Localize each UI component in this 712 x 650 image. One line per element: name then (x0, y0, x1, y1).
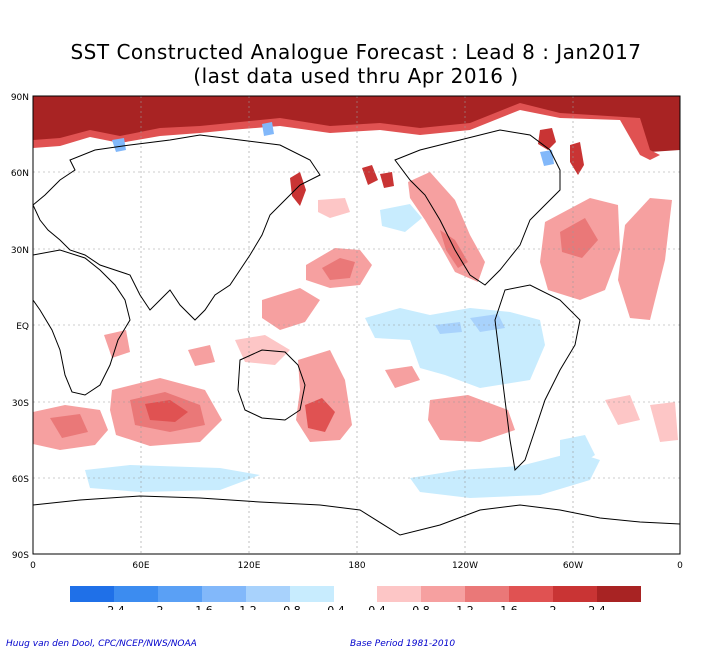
tropical-pacific-cool-core (435, 314, 505, 334)
lat-label: 90S (12, 551, 29, 561)
south-indian-warm-core (145, 400, 188, 422)
lat-label: 60N (11, 169, 29, 179)
colorbar-label: -0.4 (323, 604, 344, 610)
colorbar-swatch-positive (597, 586, 641, 602)
colorbar-label: 1.6 (500, 604, 518, 610)
colorbar-swatch-negative (246, 586, 290, 602)
australia-coast (237, 349, 306, 421)
colorbar-label: -2 (153, 604, 164, 610)
coastlines (33, 129, 680, 536)
lon-label: 60W (563, 561, 583, 571)
colorbar-label: 2 (550, 604, 557, 610)
colorbar-label: 2.4 (588, 604, 606, 610)
colorbar-swatch-negative (202, 586, 246, 602)
colorbar-swatch-negative (158, 586, 202, 602)
colorbar-swatch-positive (421, 586, 465, 602)
antarctica-coast (33, 495, 680, 536)
map-title: SST Constructed Analogue Forecast : Lead… (70, 40, 642, 64)
map-subtitle: (last data used thru Apr 2016 ) (193, 64, 519, 88)
lat-label: 90N (11, 93, 29, 103)
lon-label: 60E (132, 561, 149, 571)
colorbar-label: 0.8 (412, 604, 430, 610)
colorbar-swatch-negative (70, 586, 114, 602)
colorbar-label: -2.4 (103, 604, 124, 610)
lat-label: 30S (12, 399, 29, 409)
colorbar: -2.4 -2 -1.6 -1.2 -0.8 -0.4 0.4 0.8 1.2 1.6 2 2.4 (70, 586, 641, 610)
colorbar-label: 0.4 (368, 604, 386, 610)
colorbar-swatch-positive (553, 586, 597, 602)
se-pacific-warm-region (605, 395, 678, 442)
bering-warm-region (362, 165, 394, 188)
colorbar-swatch-negative (290, 586, 334, 602)
north-atlantic-warm-core (560, 218, 598, 258)
south-america-coast (494, 284, 581, 472)
south-pacific-warm-region (385, 366, 515, 442)
south-atlantic-cool-region (560, 435, 595, 468)
east-indian-warm-region (188, 345, 215, 366)
colorbar-swatch-positive (509, 586, 553, 602)
lat-label: EQ (16, 322, 29, 332)
north-pacific-warm-region (318, 198, 350, 218)
southern-ocean-cool-region (85, 465, 260, 492)
arctic-warm-edge (33, 103, 660, 160)
lat-label: 60S (12, 475, 29, 485)
colorbar-swatch-negative (114, 586, 158, 602)
tasman-warm-core (305, 398, 335, 432)
sst-anomaly-shading (33, 96, 680, 498)
okhotsk-warm-region (290, 172, 306, 206)
lon-label: 0 (677, 561, 683, 571)
colorbar-label: -1.6 (191, 604, 212, 610)
north-america-coast (394, 129, 561, 286)
colorbar-label: -1.2 (235, 604, 256, 610)
eurasia-coast (33, 134, 321, 321)
north-pacific-cool-region (380, 204, 422, 232)
colorbar-label: 1.2 (456, 604, 474, 610)
south-atlantic-warm-core (50, 414, 88, 438)
colorbar-label: -0.8 (279, 604, 300, 610)
hudson-warm-region-2 (570, 142, 584, 175)
credit-author: Huug van den Dool, CPC/NCEP/NWS/NOAA (6, 639, 197, 649)
lon-label: 180 (348, 561, 365, 571)
colorbar-swatch-positive (465, 586, 509, 602)
africa-coast (33, 249, 131, 396)
graticule (33, 96, 680, 554)
credit-base-period: Base Period 1981-2010 (350, 639, 456, 649)
map-frame (32, 95, 681, 555)
east-atlantic-warm-region (618, 198, 672, 320)
colorbar-swatch-positive (377, 586, 421, 602)
arctic-warm-region (33, 96, 680, 152)
lat-label: 30N (11, 246, 29, 256)
lon-label: 0 (30, 561, 36, 571)
nw-pacific-warm-region-core (322, 258, 355, 280)
sst-map: 90N 60N 30N EQ 30S 60S 90S 0 60E 120E 18… (11, 93, 683, 610)
lon-label: 120W (452, 561, 478, 571)
west-pacific-warm-region (262, 288, 320, 330)
lon-label: 120E (238, 561, 261, 571)
southern-ocean-cool-region-2 (410, 452, 600, 498)
